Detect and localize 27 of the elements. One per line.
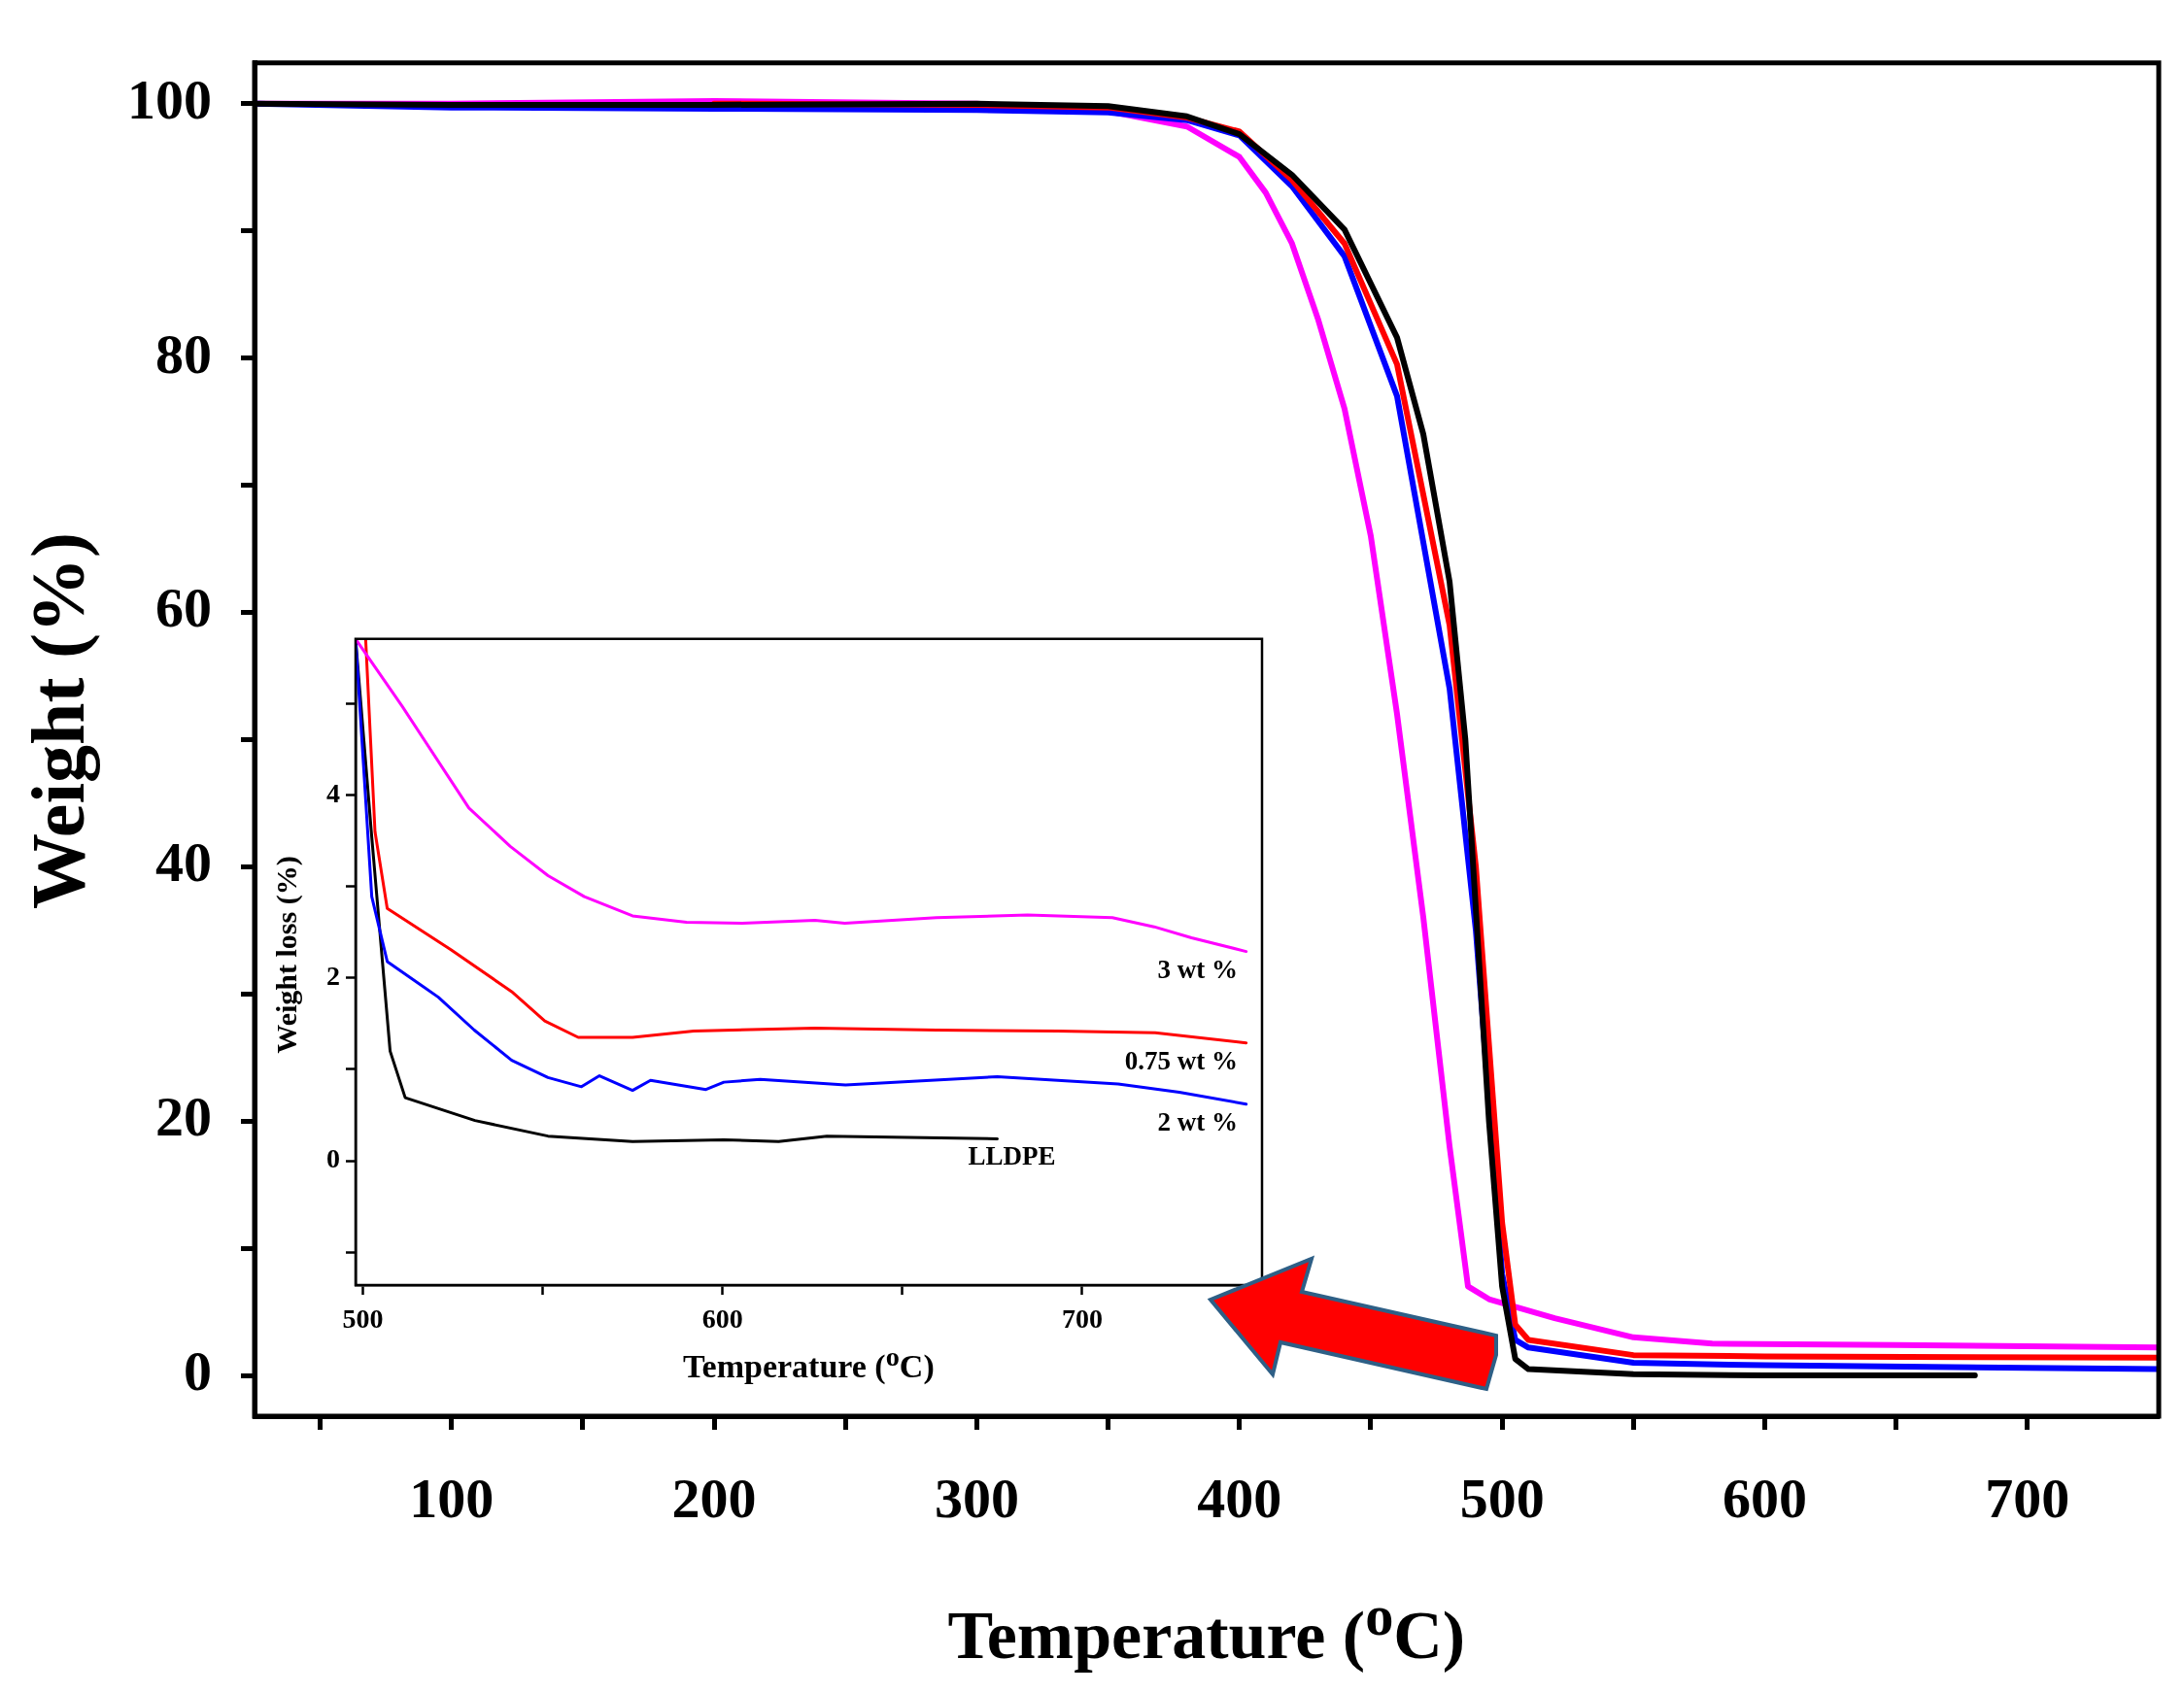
y-tick-label: 100 xyxy=(127,67,212,131)
series-label: 0.75 wt % xyxy=(1124,1045,1238,1075)
x-tick-label: 200 xyxy=(671,1466,757,1530)
x-tick-label: 100 xyxy=(409,1466,495,1530)
x-tick-label: 600 xyxy=(1722,1466,1807,1530)
x-tick-label: 500 xyxy=(1459,1466,1545,1530)
y-tick-label: 60 xyxy=(155,576,212,640)
x-tick-label: 400 xyxy=(1197,1466,1282,1530)
series-label: LLDPE xyxy=(968,1141,1056,1171)
x-axis-title: Temperature ($^{o}$C) xyxy=(947,1583,1466,1676)
y-tick-label: 4 xyxy=(326,777,340,808)
y-tick-label: 0 xyxy=(326,1143,340,1174)
x-tick-label: 600 xyxy=(701,1304,743,1335)
x-tick-label: 300 xyxy=(934,1466,1019,1530)
y-axis-title: Weight (%) xyxy=(14,531,101,909)
x-tick-label: 700 xyxy=(1061,1304,1103,1335)
y-tick-label: 80 xyxy=(155,322,212,386)
y-tick-label: 40 xyxy=(155,830,212,895)
series-label: 3 wt % xyxy=(1157,954,1238,984)
series-label: 2 wt % xyxy=(1157,1106,1238,1136)
x-tick-label: 500 xyxy=(342,1304,384,1335)
x-tick-label: 700 xyxy=(1985,1466,2070,1530)
y-tick-label: 20 xyxy=(155,1085,212,1149)
y-tick-label: 2 xyxy=(326,961,340,992)
y-tick-label: 0 xyxy=(184,1339,212,1404)
x-axis-title: Temperature ($^{o}$C) xyxy=(683,1341,935,1386)
y-axis-title: Weight loss (%) xyxy=(269,855,303,1054)
